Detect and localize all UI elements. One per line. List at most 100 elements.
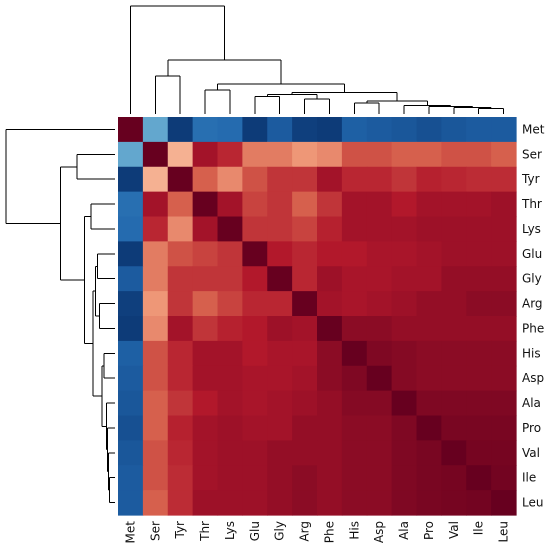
heatmap-cell: [142, 117, 169, 143]
heatmap-cell: [317, 440, 343, 466]
heatmap-cell: [142, 490, 169, 516]
heatmap-cell: [118, 191, 144, 218]
heatmap-cell: [317, 191, 343, 218]
heatmap-cell: [167, 465, 194, 491]
heatmap-cell: [217, 266, 243, 292]
row-tick-label: Tyr: [521, 172, 540, 186]
row-tick-label: Gly: [522, 272, 542, 286]
heatmap-cell: [317, 291, 343, 317]
heatmap-cell: [317, 216, 343, 242]
heatmap-cell: [242, 340, 268, 367]
heatmap-cell: [366, 141, 393, 168]
heatmap-cell: [366, 241, 393, 267]
heatmap-cell: [118, 117, 144, 143]
heatmap-cell: [391, 390, 418, 417]
heatmap-cells: [118, 117, 517, 516]
heatmap-cell: [192, 365, 219, 392]
column-dendrogram: [129, 5, 505, 114]
heatmap-cell: [366, 365, 393, 392]
heatmap-cell: [142, 141, 169, 168]
row-tick-label: Leu: [522, 496, 543, 510]
heatmap-cell: [142, 415, 169, 441]
heatmap-cell: [167, 440, 194, 466]
heatmap-cell: [267, 465, 293, 491]
heatmap-cell: [292, 316, 318, 342]
heatmap-cell: [491, 390, 517, 417]
heatmap-cell: [142, 365, 169, 392]
heatmap-cell: [416, 340, 442, 367]
heatmap-cell: [118, 415, 144, 441]
heatmap-cell: [142, 340, 169, 367]
heatmap-cell: [167, 241, 194, 267]
heatmap-cell: [491, 316, 517, 342]
heatmap-cell: [167, 141, 194, 168]
heatmap-cell: [441, 216, 467, 242]
heatmap-cell: [267, 266, 293, 292]
heatmap-cell: [167, 415, 194, 441]
heatmap-cell: [192, 166, 219, 193]
heatmap-cell: [441, 141, 467, 168]
heatmap-cell: [466, 465, 492, 491]
heatmap-cell: [192, 465, 219, 491]
row-tick-label: Met: [522, 122, 545, 136]
heatmap-cell: [416, 390, 442, 417]
heatmap-cell: [242, 241, 268, 267]
heatmap-cell: [466, 340, 492, 367]
heatmap-cell: [341, 340, 368, 367]
heatmap-cell: [441, 365, 467, 392]
row-tick-label: Val: [522, 446, 540, 460]
heatmap-cell: [391, 166, 418, 193]
heatmap-cell: [192, 415, 219, 441]
heatmap-cell: [466, 166, 492, 193]
heatmap-cell: [242, 390, 268, 417]
heatmap-cell: [192, 241, 219, 267]
heatmap-cell: [292, 390, 318, 417]
heatmap-cell: [466, 365, 492, 392]
heatmap-cell: [217, 241, 243, 267]
heatmap-cell: [341, 490, 368, 516]
heatmap-cell: [142, 241, 169, 267]
heatmap-cell: [242, 316, 268, 342]
heatmap-cell: [466, 241, 492, 267]
heatmap-cell: [217, 390, 243, 417]
heatmap-cell: [341, 316, 368, 342]
heatmap-cell: [466, 490, 492, 516]
heatmap-cell: [142, 440, 169, 466]
heatmap-cell: [491, 216, 517, 242]
heatmap-cell: [341, 415, 368, 441]
heatmap-cell: [118, 490, 144, 516]
heatmap-cell: [391, 440, 418, 466]
heatmap-cell: [242, 291, 268, 317]
heatmap-cell: [192, 141, 219, 168]
heatmap-cell: [167, 340, 194, 367]
heatmap-cell: [292, 465, 318, 491]
heatmap-cell: [441, 191, 467, 218]
heatmap-cell: [491, 191, 517, 218]
heatmap-cell: [391, 266, 418, 292]
heatmap-cell: [366, 291, 393, 317]
heatmap-cell: [292, 241, 318, 267]
heatmap-cell: [341, 440, 368, 466]
heatmap-cell: [341, 465, 368, 491]
heatmap-cell: [341, 117, 368, 143]
heatmap-cell: [242, 266, 268, 292]
heatmap-cell: [317, 166, 343, 193]
heatmap-cell: [341, 266, 368, 292]
heatmap-cell: [416, 266, 442, 292]
heatmap-cell: [341, 291, 368, 317]
heatmap-cell: [317, 415, 343, 441]
heatmap-cell: [142, 316, 169, 342]
heatmap-cell: [292, 340, 318, 367]
heatmap-cell: [142, 390, 169, 417]
heatmap-cell: [341, 191, 368, 218]
heatmap-cell: [341, 365, 368, 392]
heatmap-cell: [217, 365, 243, 392]
heatmap-cell: [441, 291, 467, 317]
heatmap-cell: [366, 490, 393, 516]
heatmap-cell: [491, 415, 517, 441]
heatmap-cell: [217, 291, 243, 317]
heatmap-cell: [267, 490, 293, 516]
column-tick-label: Phe: [322, 521, 336, 543]
heatmap-cell: [192, 390, 219, 417]
